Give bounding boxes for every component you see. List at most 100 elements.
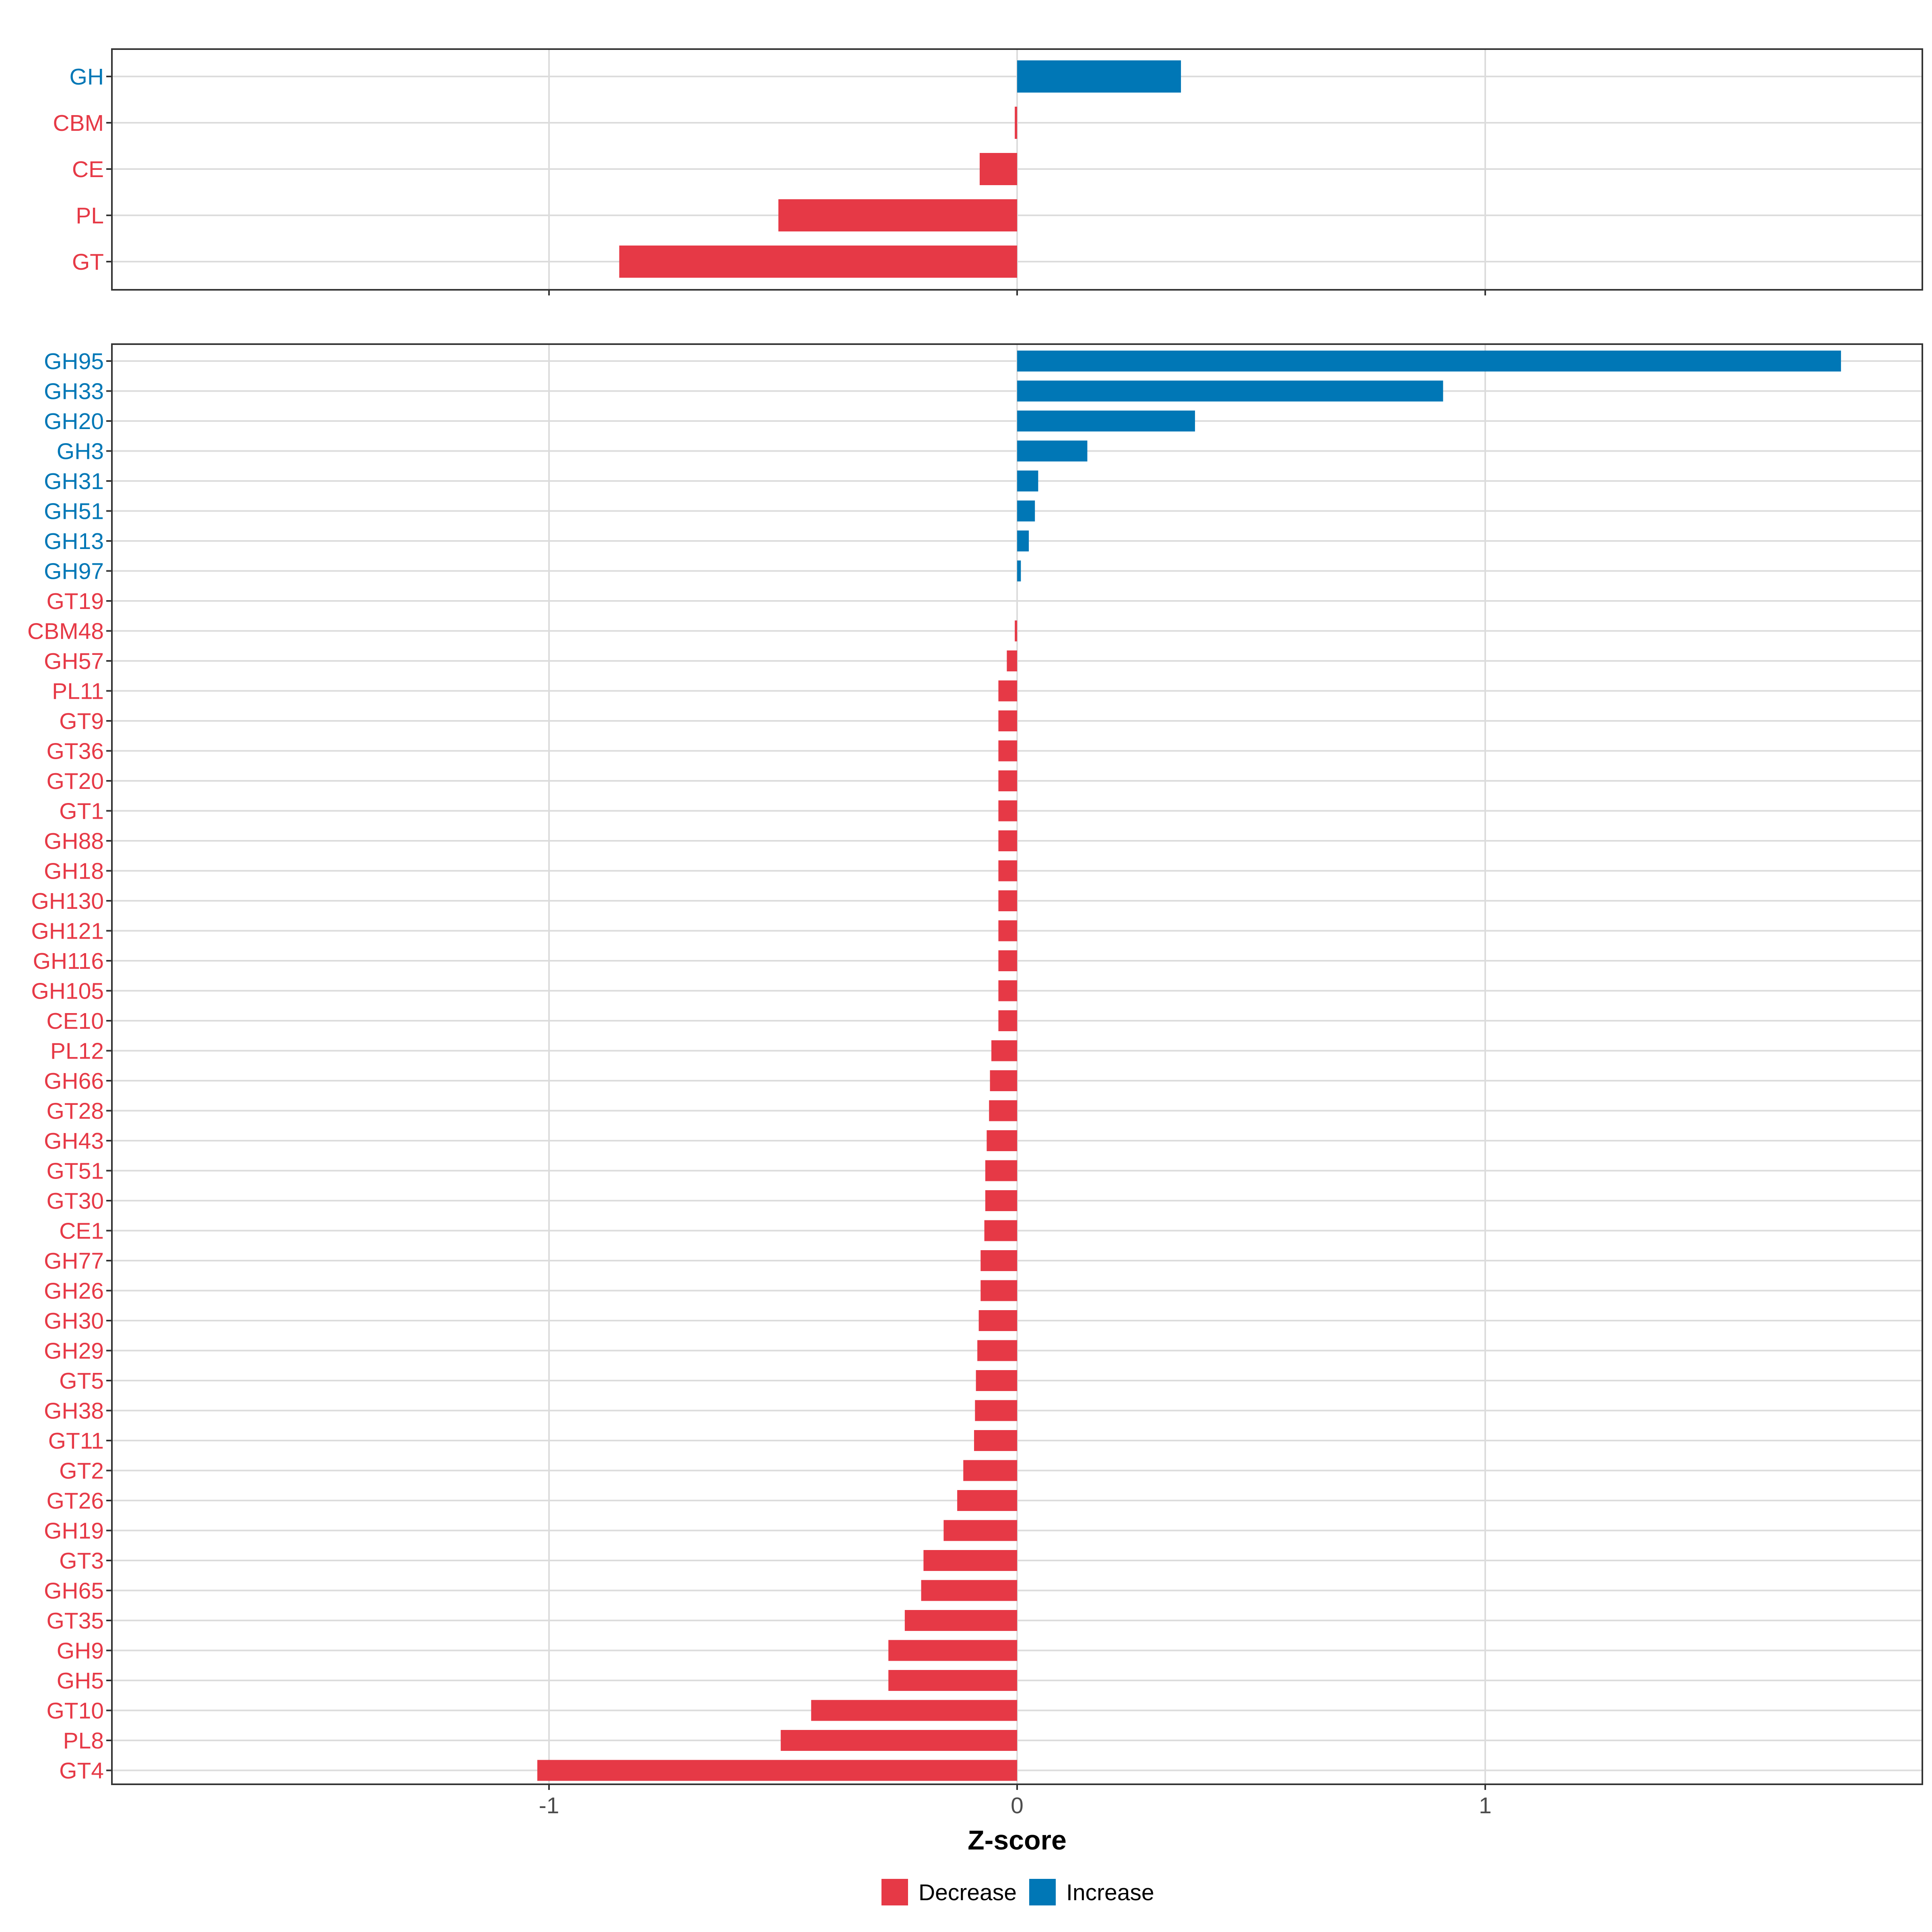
y-tick-label: GH19 (44, 1518, 104, 1544)
bar-gt9 (998, 710, 1017, 731)
bar-gt30 (985, 1190, 1017, 1211)
bar-gh5 (888, 1670, 1017, 1691)
y-tick-label: GT3 (59, 1548, 104, 1574)
y-tick-label: GT26 (46, 1488, 104, 1514)
bar-gh121 (998, 920, 1017, 941)
y-tick-label: PL12 (50, 1038, 104, 1064)
y-tick-label: GH66 (44, 1068, 104, 1094)
bar-gt36 (998, 740, 1017, 762)
bar-ce10 (998, 1010, 1017, 1031)
bar-pl11 (998, 680, 1017, 702)
y-tick-label: GT1 (59, 799, 104, 824)
bar-gh88 (998, 830, 1017, 851)
y-tick-label: GH9 (57, 1638, 104, 1664)
y-tick-label: GH26 (44, 1278, 104, 1304)
legend-label-increase: Increase (1066, 1880, 1154, 1905)
y-tick-label: CE1 (59, 1218, 104, 1244)
bar-gh97 (1017, 560, 1021, 582)
bar-gh116 (998, 950, 1017, 971)
y-tick-label: GH20 (44, 409, 104, 434)
y-tick-label: GH18 (44, 859, 104, 884)
x-axis: -1 0 1 (539, 1793, 1492, 1818)
y-tick-label: GT51 (46, 1158, 104, 1184)
bar-gh65 (921, 1580, 1017, 1601)
x-tick-label: 0 (1011, 1793, 1024, 1818)
bar-gt (619, 246, 1017, 278)
y-tick-label: GT30 (46, 1188, 104, 1214)
y-tick-label: GT36 (46, 739, 104, 764)
y-tick-label: GH95 (44, 349, 104, 374)
y-tick-label: GH65 (44, 1578, 104, 1604)
bar-gh31 (1017, 471, 1038, 491)
y-tick-label: GH121 (31, 919, 104, 944)
y-tick-label: GH33 (44, 379, 104, 405)
y-tick-label: PL11 (52, 679, 104, 704)
bar-gh (1017, 60, 1181, 93)
y-tick-label: GT2 (59, 1458, 104, 1484)
bar-gt1 (998, 800, 1017, 822)
bar-gh13 (1017, 530, 1029, 551)
y-tick-label: GH30 (44, 1308, 104, 1334)
y-tick-label: GH51 (44, 499, 104, 524)
legend-swatch-increase (1029, 1879, 1056, 1905)
bar-gh29 (977, 1340, 1017, 1361)
y-tick-label: GT20 (46, 768, 104, 794)
y-tick-label: GH88 (44, 828, 104, 854)
bar-gh57 (1007, 650, 1017, 671)
bar-gt3 (923, 1550, 1017, 1571)
y-tick-label: GH38 (44, 1398, 104, 1424)
y-tick-label: GT (72, 249, 104, 275)
y-tick-label: GH77 (44, 1248, 104, 1274)
bar-gt10 (811, 1700, 1017, 1721)
bar-cbm48 (1015, 620, 1017, 642)
y-tick-label: GH97 (44, 559, 104, 584)
y-tick-label: CE (72, 157, 104, 182)
y-tick-label: PL8 (63, 1728, 104, 1754)
y-tick-label: GH57 (44, 648, 104, 674)
y-tick-label: GH29 (44, 1338, 104, 1364)
bar-gh105 (998, 980, 1017, 1001)
x-tick-label: -1 (539, 1793, 559, 1818)
y-tick-label: GH5 (57, 1668, 104, 1694)
legend: Decrease Increase (881, 1879, 1154, 1905)
panel-family: GH95 GH33 GH20 GH3 GH31 GH51 GH13 GH97 GT19 CBM48… (27, 343, 1923, 1790)
bar-gh20 (1017, 411, 1195, 431)
x-axis-title: Z-score (968, 1825, 1067, 1856)
y-tick-label: GH43 (44, 1128, 104, 1154)
bar-gh95 (1017, 351, 1841, 372)
bar-gh33 (1017, 380, 1443, 402)
y-tick-label: GT5 (59, 1368, 104, 1394)
x-tick-label: 1 (1479, 1793, 1492, 1818)
bar-gh18 (998, 860, 1017, 881)
bar-gh9 (888, 1640, 1017, 1661)
y-tick-label: GH13 (44, 528, 104, 554)
panel-border (111, 343, 1923, 1785)
bar-gt28 (989, 1100, 1017, 1121)
y-tick-label: GH3 (57, 439, 104, 464)
panel-border (111, 48, 1923, 291)
bar-gt11 (974, 1430, 1017, 1451)
bar-ce (979, 153, 1017, 185)
y-tick-label: GT4 (59, 1758, 104, 1784)
bar-cbm (1015, 107, 1017, 139)
bar-gh3 (1017, 440, 1088, 462)
bar-pl (778, 199, 1017, 231)
bar-gt20 (998, 770, 1017, 791)
bar-pl8 (780, 1730, 1017, 1751)
bar-gt35 (904, 1610, 1017, 1631)
panel-class: GH CBM CE PL GT (53, 48, 1923, 295)
bar-gh51 (1017, 500, 1035, 522)
bar-gt5 (976, 1370, 1017, 1391)
y-tick-label: GH130 (31, 888, 104, 914)
y-tick-label: GT28 (46, 1098, 104, 1124)
bar-gh26 (980, 1280, 1017, 1301)
bar-gh66 (990, 1070, 1017, 1091)
bar-gt2 (963, 1460, 1017, 1481)
y-tick-label: GT10 (46, 1698, 104, 1724)
bar-gh38 (975, 1400, 1017, 1421)
bar-gh30 (978, 1310, 1017, 1331)
y-tick-label: GH105 (31, 978, 104, 1004)
y-tick-label: GT35 (46, 1608, 104, 1634)
